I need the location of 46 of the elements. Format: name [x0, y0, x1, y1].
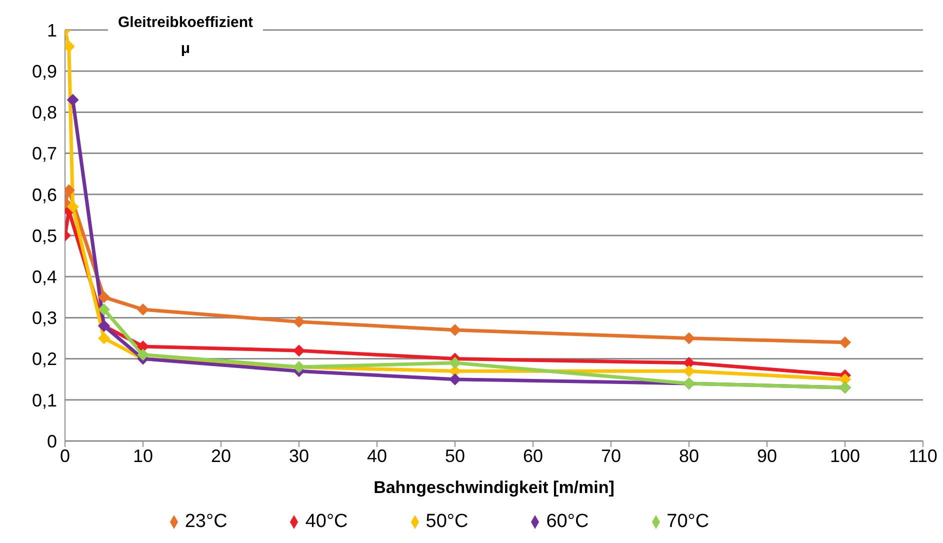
point — [98, 332, 110, 344]
point — [137, 340, 149, 352]
x-tick-label: 60 — [522, 446, 544, 466]
point — [449, 373, 461, 386]
y-tick-label: 1 — [46, 20, 57, 40]
x-tick-label: 40 — [366, 446, 388, 466]
y-axis-title: Gleitreibkoeffizient μ — [118, 13, 254, 59]
x-tick-label: 30 — [288, 446, 310, 466]
x-tick-label: 0 — [60, 446, 70, 466]
y-tick-label: 0,3 — [32, 308, 57, 328]
legend-label: 60°C — [546, 511, 589, 532]
x-tick-label: 70 — [600, 446, 622, 466]
y-tick-label: 0 — [46, 431, 57, 452]
legend-label: 40°C — [305, 511, 348, 532]
point — [66, 200, 79, 213]
x-axis-title: Bahngeschwindigkeit [m/min] — [374, 478, 614, 497]
point — [683, 365, 695, 378]
point — [137, 348, 149, 361]
point — [449, 356, 461, 369]
y-tick-label: 0,6 — [32, 184, 57, 205]
point — [137, 303, 149, 316]
x-tick-label: 100 — [830, 446, 860, 466]
point — [98, 303, 110, 316]
point — [66, 94, 79, 106]
y-tick-label: 0,9 — [32, 61, 57, 82]
legend-label: 50°C — [426, 511, 468, 532]
legend-label: 70°C — [666, 511, 710, 532]
y-tick-label: 0,2 — [32, 349, 57, 370]
y-tick-label: 0,8 — [32, 102, 57, 123]
point — [449, 324, 461, 336]
y-tick-label: 0,5 — [32, 226, 57, 246]
y-tick-label: 0,1 — [32, 390, 57, 410]
point — [98, 291, 110, 304]
point — [293, 344, 305, 357]
y-tick-label: 0,4 — [32, 266, 57, 287]
x-tick-label: 20 — [210, 446, 232, 466]
legend-label: 23°C — [184, 511, 228, 532]
y-tick-label: 0,7 — [32, 144, 57, 164]
x-tick-label: 50 — [444, 446, 466, 466]
point — [683, 332, 695, 344]
x-tick-label: 110 — [908, 446, 938, 466]
x-tick-label: 80 — [678, 446, 700, 466]
x-tick-label: 10 — [132, 446, 154, 466]
x-tick-label: 90 — [756, 446, 778, 466]
point — [839, 336, 851, 348]
point — [293, 316, 305, 328]
